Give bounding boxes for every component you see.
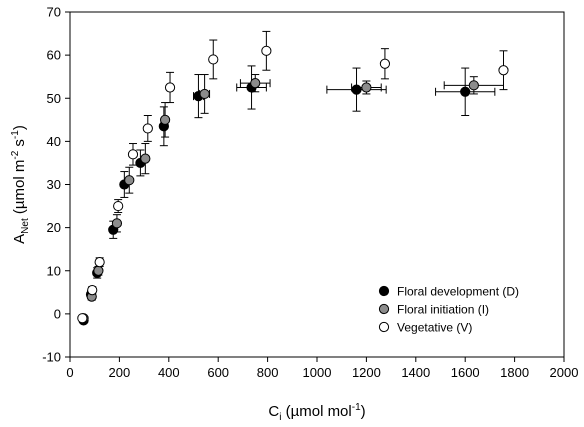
y-tick-label: 60 [47, 48, 61, 63]
data-point [361, 82, 372, 93]
x-tick-label: 1000 [303, 365, 332, 380]
data-point [124, 175, 135, 186]
x-tick-label: 1600 [451, 365, 480, 380]
y-axis-title-main: A [11, 234, 28, 244]
data-point [351, 84, 362, 95]
data-point [111, 218, 123, 229]
y-tick-label: 30 [47, 177, 61, 192]
data-point [87, 285, 98, 296]
data-point [127, 149, 139, 160]
legend-label: Vegetative (V) [397, 321, 472, 335]
legend-marker [378, 321, 390, 333]
series-floral-initiation-i [78, 74, 504, 324]
y-axis-title-sub: Net [20, 218, 31, 234]
x-axis-title: Ci (µmol mol-1) [268, 402, 365, 423]
x-axis-title-close: ) [361, 403, 366, 420]
series-vegetative-v [77, 30, 509, 324]
x-axis-title-unit: (µmol mol [281, 403, 351, 420]
y-tick-label: 20 [47, 220, 61, 235]
x-tick-label: 600 [207, 365, 229, 380]
legend-marker [378, 303, 390, 315]
y-tick-label: 0 [54, 306, 61, 321]
data-point [159, 114, 171, 125]
legend: Floral development (D) Floral initiation … [378, 285, 519, 335]
data-point [93, 265, 104, 276]
data-marks [77, 30, 509, 326]
y-axis-title-exp1: -2 [10, 150, 21, 159]
x-tick-label: 1200 [352, 365, 381, 380]
data-point [460, 86, 471, 97]
y-axis-title-unit: (µmol m [11, 160, 28, 219]
data-point [113, 200, 124, 212]
data-point [94, 257, 105, 268]
y-tick-label: 10 [47, 263, 61, 278]
x-tick-label: 400 [158, 365, 180, 380]
data-point [142, 123, 153, 134]
data-point [164, 82, 176, 93]
x-tick-label: 200 [109, 365, 131, 380]
data-point [468, 80, 479, 91]
x-axis-title-exp: -1 [352, 402, 361, 413]
x-tick-label: 1800 [500, 365, 529, 380]
x-axis-title-sub: i [279, 412, 281, 423]
data-point [250, 78, 261, 89]
x-tick-label: 1400 [401, 365, 430, 380]
axis-titles: Ci (µmol mol-1)ANet (µmol m-2 s-1) [10, 125, 366, 423]
data-point [199, 88, 210, 100]
x-tick-label: 0 [66, 365, 73, 380]
axes: 0 200 400 600 800 1000 1200 1400 1600 1800 2000-10… [42, 5, 578, 381]
data-point [140, 153, 151, 164]
legend-marker [378, 285, 390, 297]
data-point [261, 45, 272, 56]
y-axis-title-group: ANet (µmol m-2 s-1) [10, 125, 31, 244]
legend-label: Floral initiation (I) [397, 303, 489, 317]
y-tick-label: 40 [47, 134, 61, 149]
x-axis-title-main: C [268, 403, 279, 420]
x-tick-label: 800 [257, 365, 279, 380]
y-tick-label: 70 [47, 5, 61, 20]
data-point [208, 54, 219, 65]
y-tick-label: -10 [42, 350, 61, 365]
y-axis-title-close: ) [11, 125, 28, 130]
y-tick-label: 50 [47, 91, 61, 106]
y-axis-title: ANet (µmol m-2 s-1) [10, 125, 31, 244]
legend-label: Floral development (D) [397, 285, 519, 299]
data-point [77, 313, 88, 324]
x-tick-label: 2000 [550, 365, 579, 380]
data-point [498, 65, 509, 76]
data-point [379, 58, 391, 69]
y-axis-title-exp2: -1 [10, 130, 21, 139]
plot-frame [69, 11, 565, 358]
y-axis-title-mid: s [11, 139, 28, 151]
